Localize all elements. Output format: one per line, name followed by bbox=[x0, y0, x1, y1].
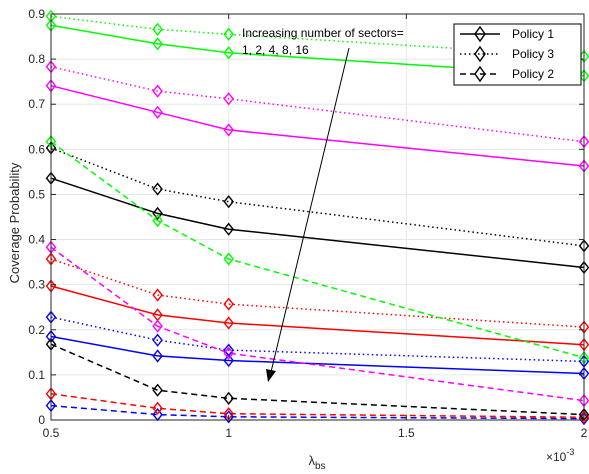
annotation: Increasing number of sectors= 1, 2, 4, 8… bbox=[242, 26, 404, 382]
y-tick-label: 0.6 bbox=[28, 142, 45, 156]
series-line-4-sectors-policy-1 bbox=[50, 177, 585, 269]
legend-diamond-marker bbox=[474, 65, 486, 83]
series-line-16-sectors-policy-3 bbox=[50, 15, 585, 58]
y-tick-label: 0.2 bbox=[28, 323, 45, 337]
series-line-8-sectors-policy-1 bbox=[50, 84, 585, 167]
y-tick-label: 0.5 bbox=[28, 187, 45, 201]
data-point-diamond bbox=[152, 349, 163, 363]
series-line-4-sectors-policy-3 bbox=[50, 147, 585, 247]
axes-frame bbox=[50, 13, 585, 421]
data-point-diamond bbox=[152, 182, 163, 196]
x-axis-exponent: ×10-3 bbox=[546, 447, 574, 464]
data-point-diamond bbox=[152, 333, 163, 347]
data-point-diamond bbox=[223, 195, 234, 209]
data-point-diamond bbox=[223, 123, 234, 137]
data-point-diamond bbox=[223, 46, 234, 60]
data-point-diamond bbox=[223, 297, 234, 311]
annotation-arrow-head bbox=[266, 369, 276, 382]
series-line-16-sectors-policy-1 bbox=[50, 24, 585, 77]
data-point-diamond bbox=[152, 206, 163, 221]
data-point-diamond bbox=[223, 252, 234, 266]
data-point-diamond bbox=[152, 401, 163, 415]
annotation-line-2: 1, 2, 4, 8, 16 bbox=[242, 43, 309, 57]
y-tick-label: 0.4 bbox=[28, 233, 45, 247]
y-axis-label: Coverage Probability bbox=[7, 162, 22, 283]
legend: Policy 1 Policy 3 Policy 2 bbox=[453, 23, 582, 86]
data-point-diamond bbox=[223, 343, 234, 357]
legend-entry-policy-2: Policy 2 bbox=[460, 65, 554, 83]
data-point-diamond bbox=[223, 346, 234, 360]
axes: 0.5 1 1.5 2 0 0.1 0.2 0.3 0.4 0.5 0.6 0.7 0.8 0.9 bbox=[28, 7, 587, 440]
series-lines bbox=[50, 15, 585, 420]
series-line-8-sectors-policy-3 bbox=[50, 66, 585, 143]
data-point-diamond bbox=[223, 391, 234, 405]
data-point-diamond bbox=[152, 383, 163, 397]
y-tick-label: 0.8 bbox=[28, 52, 45, 66]
y-tick-label: 0.1 bbox=[28, 368, 45, 382]
data-point-diamond bbox=[223, 222, 234, 236]
series-line-16-sectors-policy-2 bbox=[50, 141, 585, 359]
data-point-diamond bbox=[152, 213, 163, 228]
x-axis-label: λbs bbox=[308, 453, 325, 472]
data-point-diamond bbox=[223, 353, 234, 368]
data-point-diamond bbox=[223, 92, 234, 106]
legend-entry-policy-3: Policy 3 bbox=[460, 45, 554, 63]
y-tick-label: 0.9 bbox=[28, 7, 45, 21]
y-tick-label: 0.3 bbox=[28, 278, 45, 292]
legend-diamond-marker bbox=[474, 25, 486, 43]
data-point-diamond bbox=[152, 105, 163, 119]
series-line-1-sectors-policy-3 bbox=[50, 316, 585, 363]
annotation-line-1: Increasing number of sectors= bbox=[242, 26, 404, 40]
legend-diamond-marker bbox=[474, 45, 486, 63]
legend-label: Policy 3 bbox=[512, 47, 554, 61]
data-point-diamond bbox=[152, 37, 163, 51]
data-point-diamond bbox=[152, 84, 163, 98]
x-axis-label-subscript: bs bbox=[315, 461, 326, 472]
legend-label: Policy 1 bbox=[512, 27, 554, 41]
data-point-diamond bbox=[223, 316, 234, 330]
x-tick-label: 0.5 bbox=[43, 426, 60, 440]
legend-label: Policy 2 bbox=[512, 67, 554, 81]
series-line-8-sectors-policy-2 bbox=[50, 246, 585, 402]
x-axis-exponent-power: -3 bbox=[566, 447, 574, 457]
data-point-diamond bbox=[152, 288, 163, 302]
x-tick-label: 1.5 bbox=[398, 426, 415, 440]
x-axis-exponent-base: ×10 bbox=[546, 450, 567, 464]
data-point-diamond bbox=[223, 27, 234, 41]
annotation-arrow-shaft bbox=[270, 47, 350, 373]
legend-entry-policy-1: Policy 1 bbox=[460, 25, 554, 43]
x-axis-label-main: λ bbox=[308, 453, 315, 468]
x-tick-label: 2 bbox=[581, 426, 588, 440]
y-tick-label: 0 bbox=[38, 413, 45, 427]
series-line-2-sectors-policy-2 bbox=[50, 393, 585, 419]
data-point-diamond bbox=[152, 22, 163, 36]
y-tick-label: 0.7 bbox=[28, 97, 45, 111]
x-tick-label: 1 bbox=[225, 426, 232, 440]
series-line-2-sectors-policy-1 bbox=[50, 285, 585, 346]
series-line-1-sectors-policy-1 bbox=[50, 335, 585, 375]
data-point-diamond bbox=[152, 319, 163, 333]
series-line-4-sectors-policy-2 bbox=[50, 343, 585, 416]
